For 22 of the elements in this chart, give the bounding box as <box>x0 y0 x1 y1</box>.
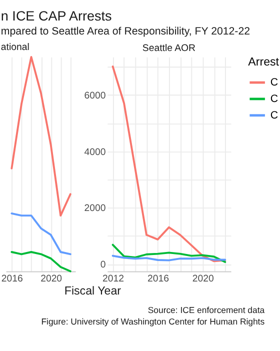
legend-label: C <box>270 76 278 88</box>
source-note: Source: ICE enforcement data <box>148 304 265 315</box>
legend-title: Arrest <box>248 56 280 69</box>
x-tick-label: 2020 <box>40 273 62 284</box>
y-tick-label: 4000 <box>84 146 106 158</box>
y-tick-label: 0 <box>100 260 106 271</box>
line-series <box>112 66 226 262</box>
x-axis-title: Fiscal Year <box>64 285 122 298</box>
y-tick-label: 2000 <box>84 203 106 214</box>
text: Figure: University of Washington Center for Human Rights <box>41 316 266 326</box>
text: mpared to Seattle Area of Responsibility, FY 2012-22 <box>0 26 250 38</box>
x-tick-label: 2012 <box>102 273 124 284</box>
legend-label: C <box>270 92 278 105</box>
line-series <box>112 244 226 263</box>
x-tick-label: 2016 <box>1 273 23 284</box>
chart-title: n ICE CAP Arrests <box>0 8 112 24</box>
legend-label: C <box>270 109 278 122</box>
x-tick-label: 2020 <box>192 273 214 284</box>
x-tick-label: 2016 <box>147 273 169 284</box>
chart-title: Seattle AOR <box>142 43 196 54</box>
y-tick-label: 6000 <box>84 90 106 102</box>
text: ational <box>0 42 30 54</box>
